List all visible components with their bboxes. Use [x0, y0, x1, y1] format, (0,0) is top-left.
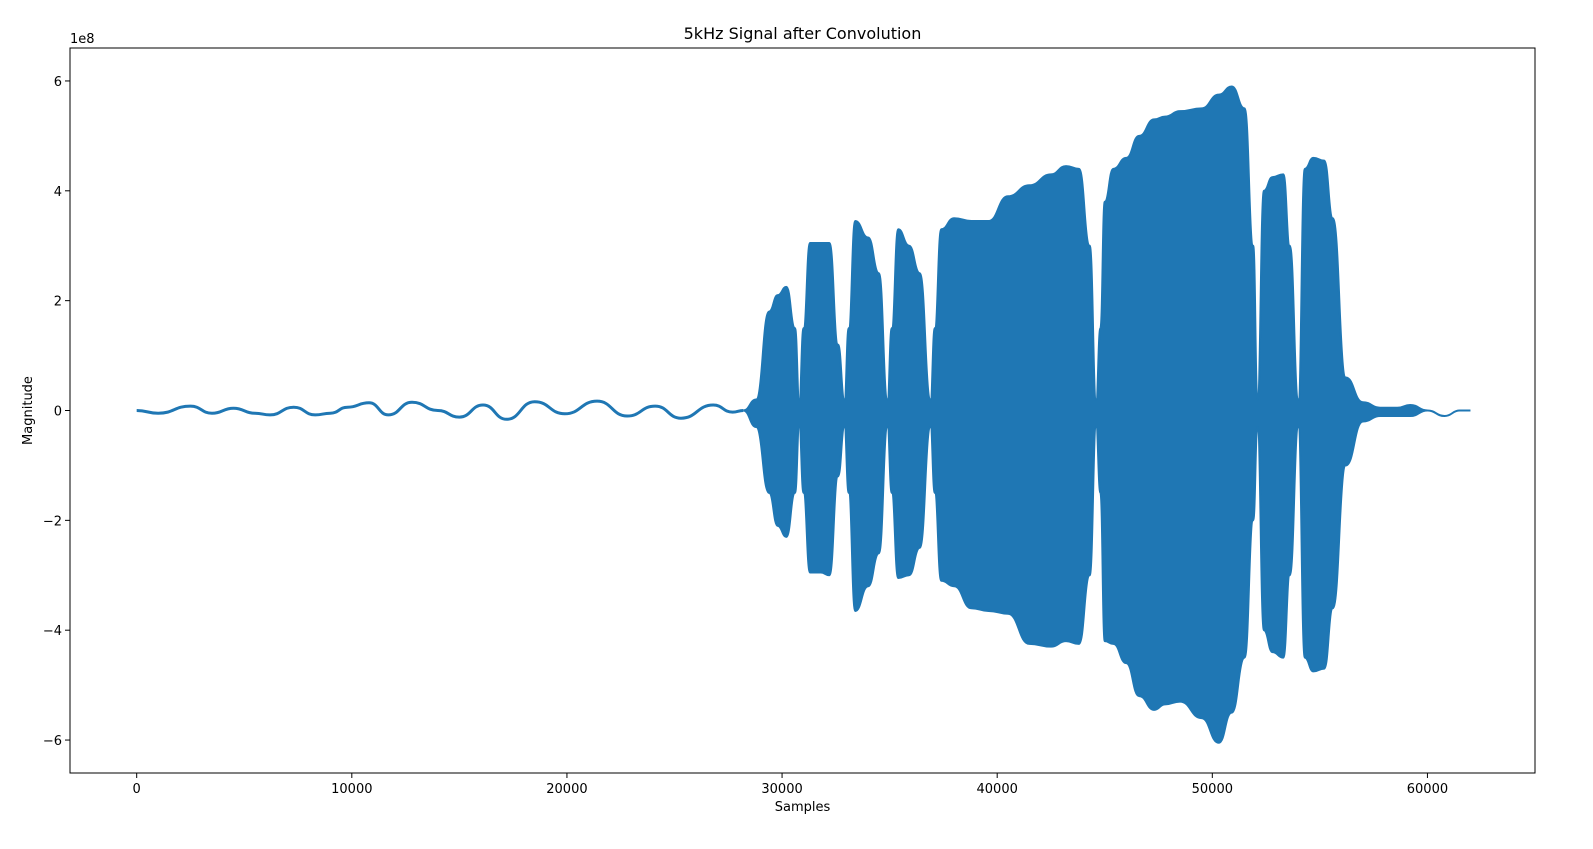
y-tick-label: 6 — [54, 75, 62, 90]
y-offset-text: 1e8 — [70, 32, 95, 47]
x-axis: 0 10000 20000 30000 40000 50000 60000 — [133, 773, 1448, 797]
x-tick-label: 40000 — [977, 782, 1018, 797]
x-tick-label: 50000 — [1192, 782, 1233, 797]
chart-title: 5kHz Signal after Convolution — [684, 24, 922, 43]
y-tick-label: 2 — [54, 295, 62, 310]
y-tick-label: −2 — [43, 514, 62, 529]
signal-low-region — [136, 399, 744, 421]
x-tick-label: 20000 — [546, 782, 587, 797]
plot-area — [136, 85, 1471, 744]
x-tick-label: 30000 — [761, 782, 802, 797]
signal-envelope — [743, 85, 1471, 744]
x-axis-label: Samples — [775, 800, 831, 815]
y-tick-label: −6 — [43, 734, 62, 749]
y-tick-label: 4 — [54, 185, 62, 200]
x-tick-label: 10000 — [331, 782, 372, 797]
y-axis-label: Magnitude — [21, 376, 36, 445]
y-axis: −6 −4 −2 0 2 4 6 — [43, 75, 70, 749]
x-tick-label: 0 — [133, 782, 141, 797]
y-tick-label: 0 — [54, 405, 62, 420]
x-tick-label: 60000 — [1407, 782, 1448, 797]
y-tick-label: −4 — [43, 624, 62, 639]
